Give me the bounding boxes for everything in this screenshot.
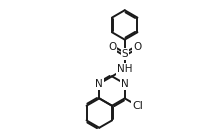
Text: N: N — [95, 79, 103, 89]
Text: O: O — [133, 42, 142, 52]
Text: O: O — [108, 42, 116, 52]
Text: Cl: Cl — [132, 101, 143, 111]
Text: NH: NH — [117, 64, 132, 74]
Text: S: S — [121, 49, 128, 59]
Text: N: N — [121, 79, 129, 89]
